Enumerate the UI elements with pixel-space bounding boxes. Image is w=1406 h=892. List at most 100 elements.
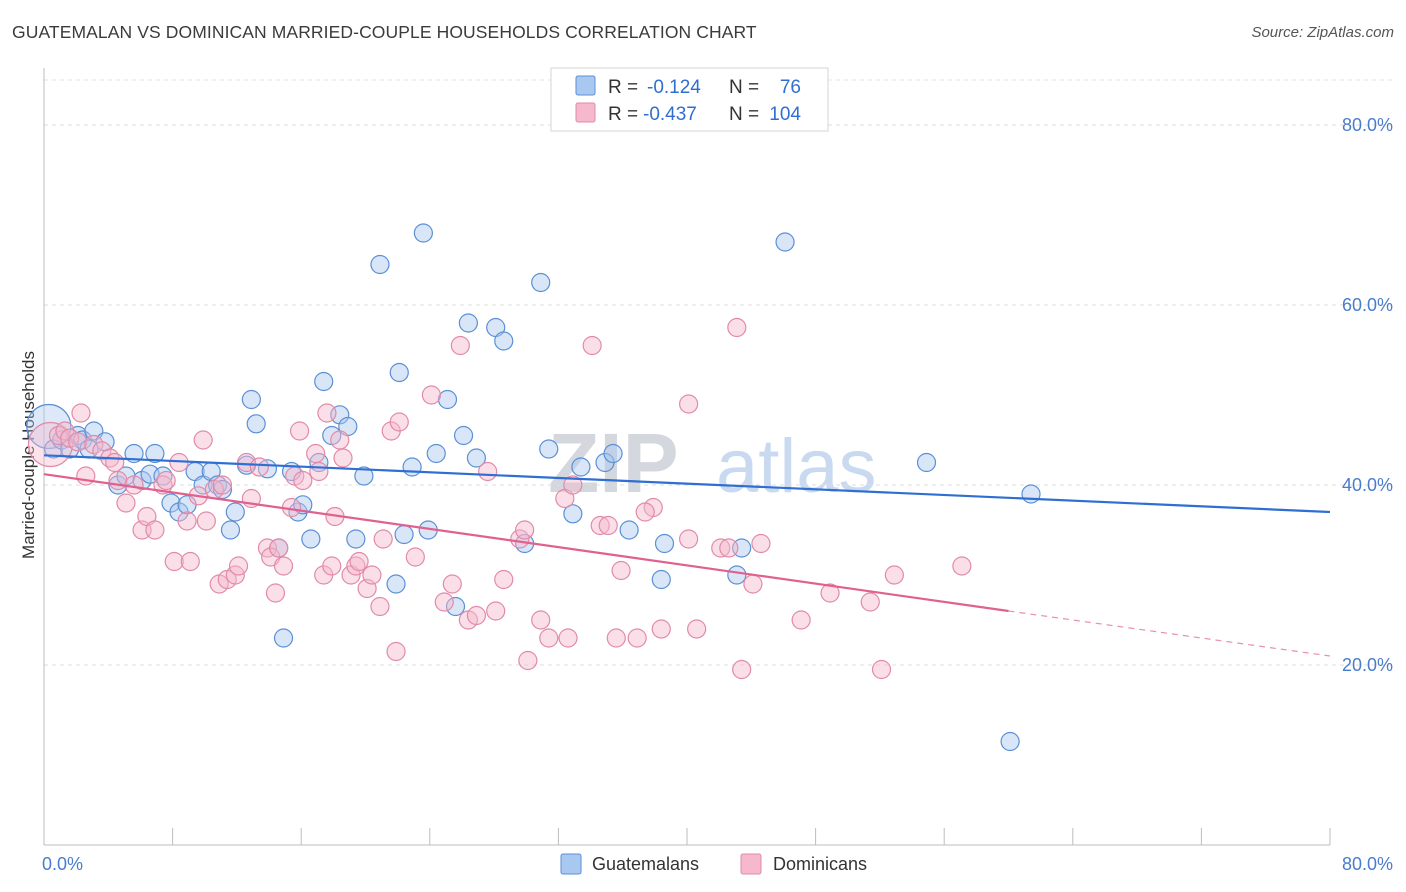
dominicans-point (627, 628, 647, 648)
dominicans-point (510, 529, 530, 549)
guatemalans-point (563, 504, 583, 524)
guatemalans-point (1021, 484, 1041, 504)
guatemalans-point (389, 362, 409, 383)
watermark-atlas: atlas (716, 424, 877, 509)
dominicans-point (196, 511, 216, 531)
x-tick-label-max: 80.0% (1342, 854, 1393, 874)
dominicans-point (273, 556, 294, 576)
source-label: Source: ZipAtlas.com (1251, 24, 1394, 41)
guatemalans-point (571, 457, 591, 477)
dominicans-point (386, 641, 406, 662)
dominicans-point (711, 538, 731, 558)
dominicans-point (108, 470, 128, 491)
guatemalans-point (603, 443, 623, 464)
legend-box (550, 67, 829, 132)
dominicans-point (193, 430, 213, 450)
bottom-legend-swatch-guatemalans (560, 853, 582, 875)
dominicans-point (751, 533, 771, 554)
x-tick-label-min: 0.0% (42, 854, 83, 874)
guatemalans-point (453, 425, 474, 446)
dominicans-point (289, 421, 310, 441)
dominicans-point (518, 650, 538, 671)
guatemalans-point (246, 414, 266, 434)
dominicans-point (265, 583, 286, 603)
dominicans-point (228, 556, 249, 576)
legend-r-value-2: -0.437 (643, 104, 697, 125)
dominicans-point (494, 569, 514, 590)
legend-swatch-dominicans (575, 102, 596, 123)
y-tick-labels: 20.0% 40.0% 60.0% 80.0% (1342, 115, 1393, 675)
dominicans-point (598, 515, 618, 536)
dominicans-point (145, 520, 165, 540)
dominicans-point (333, 448, 353, 468)
dominicans-point (330, 430, 350, 450)
dominicans-point (450, 335, 470, 356)
dominicans-point (322, 556, 342, 576)
y-tick-label: 20.0% (1342, 655, 1393, 675)
dominicans-point (539, 628, 559, 648)
dominicans-point (635, 502, 655, 522)
dominicans-point (606, 628, 626, 648)
dominicans-point (515, 520, 535, 540)
guatemalans-point (273, 628, 294, 648)
dominicans-point (719, 538, 739, 558)
guatemalans-point (531, 272, 551, 293)
legend-r-label-2: R = (608, 104, 638, 125)
guatemalans-point (494, 331, 514, 351)
dominicans-point (486, 601, 506, 621)
dominicans-point (370, 596, 390, 617)
dominicans-point (679, 529, 699, 549)
guatemalans-point (26, 403, 72, 450)
y-tick-label: 40.0% (1342, 475, 1393, 495)
guatemalans-point (539, 439, 559, 459)
chart-title: GUATEMALAN VS DOMINICAN MARRIED-COUPLE H… (12, 22, 757, 42)
x-tick-labels: 0.0% 80.0% (42, 854, 1393, 874)
dominicans-point (563, 475, 583, 495)
dominicans-point (317, 403, 337, 423)
dominicans-point (105, 452, 125, 473)
y-axis-label: Married-couple Households (19, 351, 38, 559)
guatemalans-point (619, 520, 639, 540)
guatemalans-point (386, 574, 406, 594)
dominicans-point (71, 403, 91, 423)
dominicans-trend-line (43, 473, 1009, 613)
dominicans-point (68, 432, 88, 452)
dominicans-trend-extension (1008, 610, 1331, 657)
dominicans-point (791, 610, 811, 630)
dominicans-point (180, 551, 200, 572)
legend-n-label-1: N = (729, 77, 759, 98)
dominicans-point (531, 610, 551, 630)
guatemalans-point (354, 466, 374, 486)
dominicans-point (421, 385, 442, 405)
dominicans-point (651, 619, 671, 639)
dominicans-point (249, 457, 270, 477)
guatemalans-point (1000, 731, 1020, 752)
guatemalans-point (402, 457, 422, 477)
dominicans-point (860, 592, 880, 612)
dominicans-point (309, 461, 329, 482)
guatemalans-point (241, 389, 261, 410)
dominicans-point (732, 659, 752, 680)
legend-r-value-1: -0.124 (647, 77, 701, 98)
dominicans-point (558, 628, 578, 648)
guatemalans-point (413, 223, 433, 243)
dominicans-point (116, 493, 136, 513)
guatemalans-point (301, 529, 321, 549)
guatemalans-point (775, 232, 795, 252)
guatemalans-point (458, 313, 478, 333)
guatemalans-point (426, 443, 446, 464)
guatemalans-point (370, 254, 390, 275)
watermark: ZIP atlas (548, 416, 877, 510)
dominicans-point (952, 556, 972, 576)
dominicans-point (269, 538, 289, 558)
guatemalans-point (394, 524, 414, 545)
guatemalans-point (654, 533, 675, 554)
dominicans-point (727, 317, 747, 338)
dominicans-point (466, 605, 487, 626)
dominicans-point (405, 547, 425, 567)
guatemalans-point (314, 371, 334, 392)
dominicans-point (442, 574, 462, 594)
guatemalans-point (346, 529, 366, 549)
dominicans-point (164, 551, 184, 572)
dominicans-point (743, 574, 763, 594)
